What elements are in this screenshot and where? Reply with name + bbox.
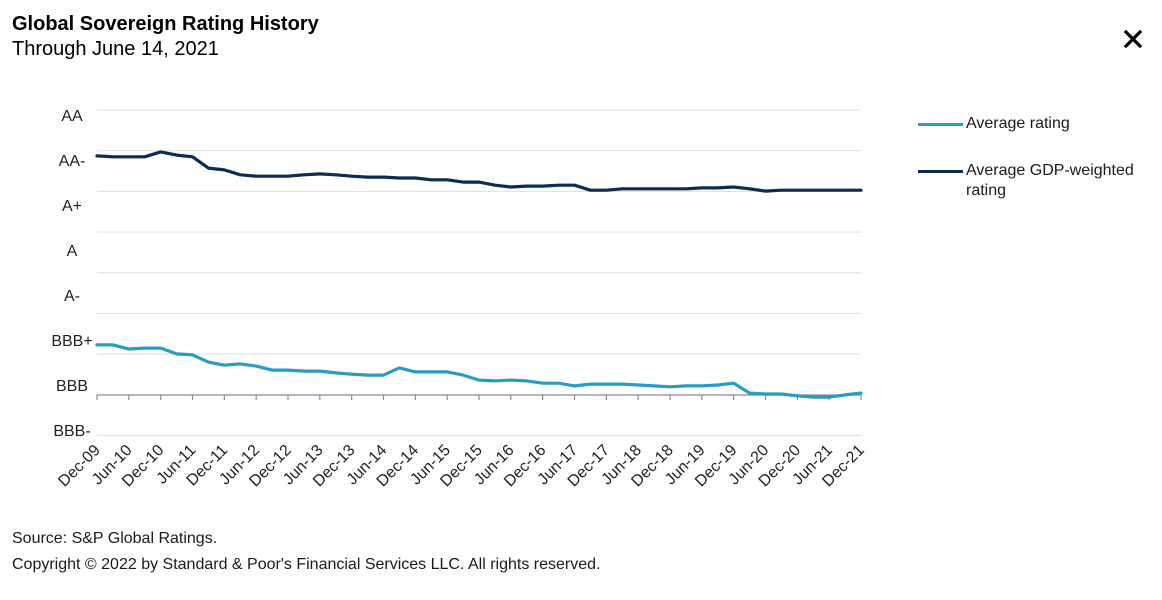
legend-item-average-rating[interactable]: Average rating — [918, 114, 1158, 134]
y-axis-labels: BBB- BBB BBB+ A- A A+ AA- AA — [51, 108, 92, 440]
chart-title: Global Sovereign Rating History — [12, 13, 319, 35]
series-line-average-rating — [95, 343, 863, 399]
line-chart: BBB- BBB BBB+ A- A A+ AA- AA Dec-09Jun-10Dec-10… — [51, 108, 868, 491]
series-line-gdp-weighted — [95, 150, 863, 193]
legend-label: Average rating — [966, 115, 1070, 132]
x-axis-labels: Dec-09Jun-10Dec-10Jun-11Dec-11Jun-12Dec-… — [55, 442, 868, 491]
y-tick-label: BBB — [56, 378, 88, 395]
legend-swatch-average-rating — [918, 123, 963, 126]
copyright-note: Copyright © 2022 by Standard & Poor's Fi… — [12, 556, 601, 573]
y-tick-label: A- — [64, 288, 80, 305]
x-axis — [96, 394, 862, 400]
close-icon — [1123, 29, 1143, 49]
y-tick-label: BBB+ — [51, 333, 92, 350]
legend-swatch-gdp-weighted — [918, 170, 963, 173]
y-tick-label: AA- — [59, 153, 86, 170]
y-tick-label: A+ — [62, 198, 82, 215]
legend-label: Average GDP-weighted rating — [966, 162, 1134, 199]
y-tick-label: A — [67, 243, 78, 260]
gridlines — [97, 109, 861, 437]
legend-item-gdp-weighted[interactable]: Average GDP-weighted rating — [918, 161, 1158, 201]
close-button[interactable] — [1121, 27, 1145, 51]
series-lines — [95, 150, 863, 399]
source-note: Source: S&P Global Ratings. — [12, 530, 218, 547]
y-tick-label: BBB- — [53, 423, 90, 440]
legend: Average rating Average GDP-weighted rati… — [918, 114, 1158, 201]
chart-subtitle: Through June 14, 2021 — [12, 38, 219, 60]
y-tick-label: AA — [61, 108, 83, 125]
